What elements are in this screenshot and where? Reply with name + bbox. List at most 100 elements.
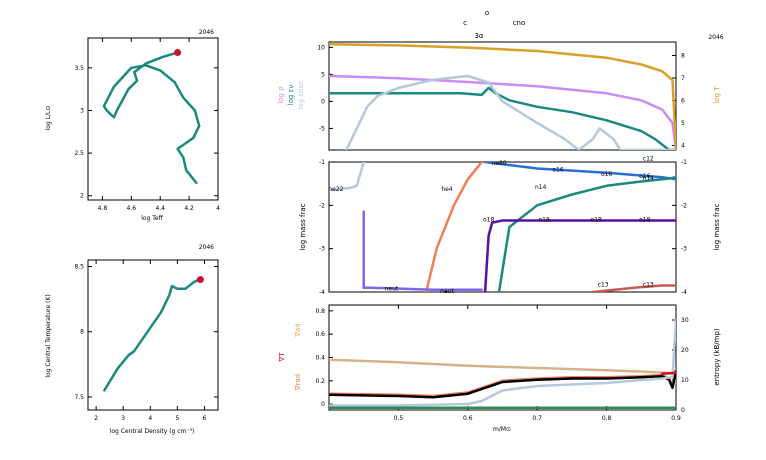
abundance-series-label: neut bbox=[385, 286, 399, 293]
abundance-series-line-6 bbox=[362, 210, 483, 292]
hr-xtick-label: 4.4 bbox=[155, 205, 165, 212]
profile-ylabel-rho: log ρ bbox=[277, 86, 285, 104]
hr-series-line-0 bbox=[102, 51, 201, 185]
profile-top-series-line-0 bbox=[329, 74, 676, 150]
profile-top-ytick-label: 0 bbox=[321, 98, 325, 105]
profile-top-series-line-3 bbox=[345, 74, 676, 150]
abundance-series-label: o18 bbox=[538, 216, 549, 223]
abundance-series-label: c13 bbox=[643, 281, 654, 288]
center-title: 2046 bbox=[199, 244, 214, 251]
abundance-series-label: o18 bbox=[591, 216, 602, 223]
profile-ylabel-logT: log T bbox=[713, 86, 721, 104]
center-xtick-label: 4 bbox=[148, 415, 152, 422]
gradients-xtick-label: 0.6 bbox=[463, 415, 473, 422]
hr-ytick-label: 2 bbox=[80, 193, 84, 200]
profile-top-ytick-label: 5 bbox=[321, 71, 325, 78]
abundance-series-label: ne22 bbox=[328, 186, 343, 193]
abundance-series-line-4 bbox=[483, 219, 676, 292]
hr-diagram-panel: 4.8 4.6 4.4 4.2 4 2 2.5 3 3.5 2046 log Teff log L/L… bbox=[45, 29, 220, 222]
hr-ylabel: log L/L⊙ bbox=[45, 106, 52, 131]
header-3alpha: 3α bbox=[474, 32, 483, 40]
gradients-ylabel-entropy: entropy (kB/mp) bbox=[713, 328, 721, 386]
gradients-xtick-label: 0.5 bbox=[394, 415, 404, 422]
center-series-group bbox=[103, 278, 201, 392]
gradients-ylabel-nabla-T: ∇T bbox=[278, 352, 286, 363]
hr-xtick-label: 4.8 bbox=[98, 205, 108, 212]
profile-top-ytick-right-label: 6 bbox=[681, 98, 685, 105]
profile-top-ytick-label: 10 bbox=[317, 44, 325, 51]
abundance-series-line-1 bbox=[424, 162, 483, 292]
abundance-series-label: o18 bbox=[483, 216, 494, 223]
center-xtick-label: 5 bbox=[175, 415, 179, 422]
gradients-ytick-right-label: 30 bbox=[681, 317, 689, 324]
abundance-ytick-label: -3 bbox=[319, 246, 325, 253]
abundance-frame bbox=[328, 161, 677, 293]
hr-xtick-label: 4.2 bbox=[184, 205, 194, 212]
profile-top-series-line-1 bbox=[329, 42, 676, 150]
profile-ylabel-eps-nu: log εν bbox=[287, 85, 295, 106]
abundance-ytick-label-right: -2 bbox=[681, 202, 687, 209]
gradients-ytick-right-label: 0 bbox=[681, 407, 685, 414]
profile-top-ytick-right-label: 8 bbox=[681, 53, 685, 60]
profile-top-series-line-2 bbox=[329, 86, 676, 150]
center-ytick-label: 8.5 bbox=[74, 264, 84, 271]
gradients-ylabel-nabla-ad: ∇ad bbox=[294, 323, 302, 337]
gradients-ytick-label: 0.2 bbox=[315, 378, 325, 385]
hr-title: 2046 bbox=[199, 29, 214, 36]
hr-frame bbox=[87, 37, 219, 201]
gradients-xtick-label: 0.9 bbox=[671, 415, 681, 422]
header-o: o bbox=[485, 9, 489, 17]
center-ylabel: log Central Temperature (K) bbox=[45, 294, 52, 377]
abundance-series-label: o18 bbox=[639, 216, 650, 223]
center-series-line-0 bbox=[103, 278, 201, 392]
abundance-ytick-label: -2 bbox=[319, 202, 325, 209]
abundance-ylabel-left: log mass frac bbox=[299, 203, 307, 250]
hr-ytick-label: 3.5 bbox=[74, 65, 84, 72]
gradients-ytick-label: 0.6 bbox=[315, 331, 325, 338]
hr-current-marker bbox=[174, 48, 182, 56]
abundance-series-label: he4 bbox=[441, 186, 452, 193]
profile-top-frame bbox=[328, 41, 677, 151]
abundance-ytick-label-right: -3 bbox=[681, 246, 687, 253]
gradients-xtick-label: 0.7 bbox=[532, 415, 542, 422]
abundance-series-label: n14 bbox=[535, 184, 547, 191]
abundance-ytick-label-right: -1 bbox=[681, 159, 687, 166]
abundance-panel: -4 -3 -2 -1 -4 -3 -2 -1 ne22 he4 ne20 o16 o16 o16 c12 n… bbox=[319, 156, 687, 296]
abundance-series-label: neut bbox=[440, 288, 454, 295]
abundance-ylabel-right: log mass frac bbox=[713, 203, 721, 250]
gradients-ytick-label: 0.8 bbox=[315, 308, 325, 315]
central-conditions-panel: 2 3 4 5 6 7.5 8 8.5 2046 log Central Density (g c… bbox=[45, 244, 219, 435]
hr-xtick-label: 4 bbox=[216, 205, 220, 212]
gradients-series-line-5 bbox=[660, 371, 676, 376]
abundance-ytick-label: -4 bbox=[319, 289, 325, 296]
gradients-series-group bbox=[329, 318, 676, 409]
gradients-series-line-2 bbox=[329, 370, 676, 399]
header-c: c bbox=[463, 19, 467, 27]
abundance-series-group bbox=[329, 162, 676, 292]
profile-top-ytick-label: -5 bbox=[319, 125, 325, 132]
profile-top-ytick-right-label: 5 bbox=[681, 120, 685, 127]
center-ytick-label: 8 bbox=[80, 329, 84, 336]
abundance-series-line-3 bbox=[497, 175, 676, 292]
gradients-ytick-label: 0.4 bbox=[315, 355, 325, 362]
profile-top-panel: -5 0 5 10 4 5 6 7 8 bbox=[317, 41, 685, 151]
gradients-ytick-right-label: 20 bbox=[681, 347, 689, 354]
abundance-series-line-0 bbox=[329, 162, 365, 192]
hr-series-group bbox=[102, 51, 201, 185]
hr-ytick-label: 2.5 bbox=[74, 150, 84, 157]
center-xtick-label: 2 bbox=[94, 415, 98, 422]
profile-top-series-group bbox=[329, 42, 676, 150]
abundance-series-label: n14 bbox=[643, 175, 655, 182]
profile-top-ytick-right-label: 4 bbox=[681, 143, 685, 150]
hr-xlabel: log Teff bbox=[141, 215, 163, 222]
header-cno: cno bbox=[513, 19, 526, 27]
abundance-series-label: o16 bbox=[552, 167, 563, 174]
abundance-ytick-label-right: -4 bbox=[681, 289, 687, 296]
profile-top-ytick-right-label: 7 bbox=[681, 75, 685, 82]
abundance-series-line-5 bbox=[591, 284, 676, 292]
abundance-series-label: c13 bbox=[598, 281, 609, 288]
center-xtick-label: 6 bbox=[203, 415, 207, 422]
gradients-ytick-label: 0 bbox=[321, 401, 325, 408]
